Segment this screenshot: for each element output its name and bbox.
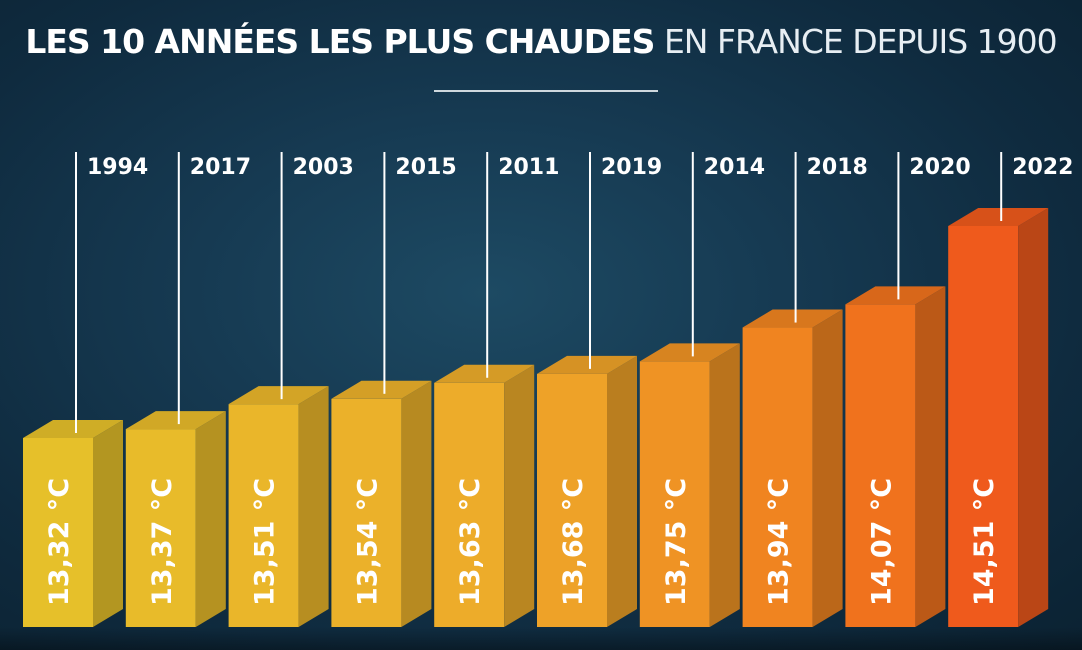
bar-side	[298, 386, 329, 627]
chart-title: LES 10 ANNÉES LES PLUS CHAUDES EN FRANCE…	[0, 22, 1082, 61]
bar-2022: 2022 14,51 °C	[948, 152, 1073, 627]
value-label: 13,54 °C	[352, 478, 383, 606]
value-label: 13,63 °C	[455, 478, 486, 606]
leader-line	[177, 152, 180, 425]
value-label: 13,75 °C	[661, 478, 692, 606]
bar-front	[742, 327, 813, 627]
value-label: 13,94 °C	[764, 478, 795, 606]
bar-side	[401, 380, 432, 627]
leader-line	[794, 152, 797, 323]
bar-top	[639, 343, 740, 362]
leader-line	[1000, 152, 1003, 221]
bar-top	[948, 208, 1049, 226]
year-label: 2003	[293, 155, 354, 180]
leader-line	[280, 152, 283, 400]
bar-side	[915, 286, 946, 627]
chart-title-light: EN FRANCE DEPUIS 1900	[663, 22, 1058, 61]
bar-top	[537, 355, 637, 374]
leader-line	[691, 152, 694, 357]
bar-side	[812, 309, 843, 627]
bar-2014: 2014 13,75 °C	[639, 152, 765, 627]
bar-side	[709, 343, 740, 627]
bar-side	[1018, 208, 1049, 627]
bar-top	[228, 386, 329, 405]
value-label: 14,51 °C	[969, 478, 1000, 606]
bar-top	[845, 286, 946, 305]
year-label: 2017	[190, 155, 251, 180]
bar-2018: 2018 13,94 °C	[742, 152, 868, 627]
bar-top	[331, 380, 432, 399]
bar-side	[607, 355, 637, 627]
bar-front	[948, 226, 1019, 627]
leader-line	[486, 152, 489, 378]
bar-2019: 2019 13,68 °C	[537, 152, 662, 627]
value-label: 13,37 °C	[147, 478, 178, 606]
bar-front	[434, 382, 505, 627]
bar-1994: 1994 13,32 °C	[23, 152, 148, 627]
title-divider	[434, 90, 658, 92]
bar-top	[125, 411, 226, 430]
bar-front	[228, 404, 299, 627]
bar-top	[434, 364, 535, 383]
value-label: 14,07 °C	[866, 478, 897, 606]
value-label: 13,32 °C	[44, 478, 75, 606]
bar-side	[504, 364, 535, 627]
bar-top	[23, 420, 123, 438]
value-label: 13,51 °C	[250, 478, 281, 606]
bar-2015: 2015 13,54 °C	[331, 152, 457, 627]
bar-front	[331, 398, 402, 627]
bar-2011: 2011 13,63 °C	[434, 152, 559, 627]
year-label: 2022	[1012, 155, 1073, 180]
bar-top	[742, 309, 843, 328]
leader-line	[75, 152, 77, 433]
floor-shadow	[0, 627, 1082, 650]
bar-2017: 2017 13,37 °C	[125, 152, 251, 627]
leader-line	[589, 152, 591, 369]
bar-side	[93, 420, 123, 627]
bar-front	[23, 438, 93, 627]
year-label: 2019	[601, 155, 662, 180]
value-label: 13,68 °C	[558, 478, 589, 606]
chart-title-bold: LES 10 ANNÉES LES PLUS CHAUDES	[25, 22, 655, 61]
bar-front	[537, 373, 607, 627]
leader-line	[897, 152, 900, 300]
year-label: 2018	[807, 155, 868, 180]
bar-2003: 2003 13,51 °C	[228, 152, 354, 627]
year-label: 2020	[909, 155, 970, 180]
year-label: 2015	[395, 155, 456, 180]
year-label: 2014	[704, 155, 765, 180]
leader-line	[383, 152, 386, 394]
year-label: 1994	[87, 155, 148, 180]
bar-front	[125, 429, 196, 627]
bar-front	[845, 304, 916, 627]
bar-2020: 2020 14,07 °C	[845, 152, 971, 627]
year-label: 2011	[498, 155, 559, 180]
bar-side	[195, 411, 226, 627]
bar-front	[639, 361, 710, 627]
